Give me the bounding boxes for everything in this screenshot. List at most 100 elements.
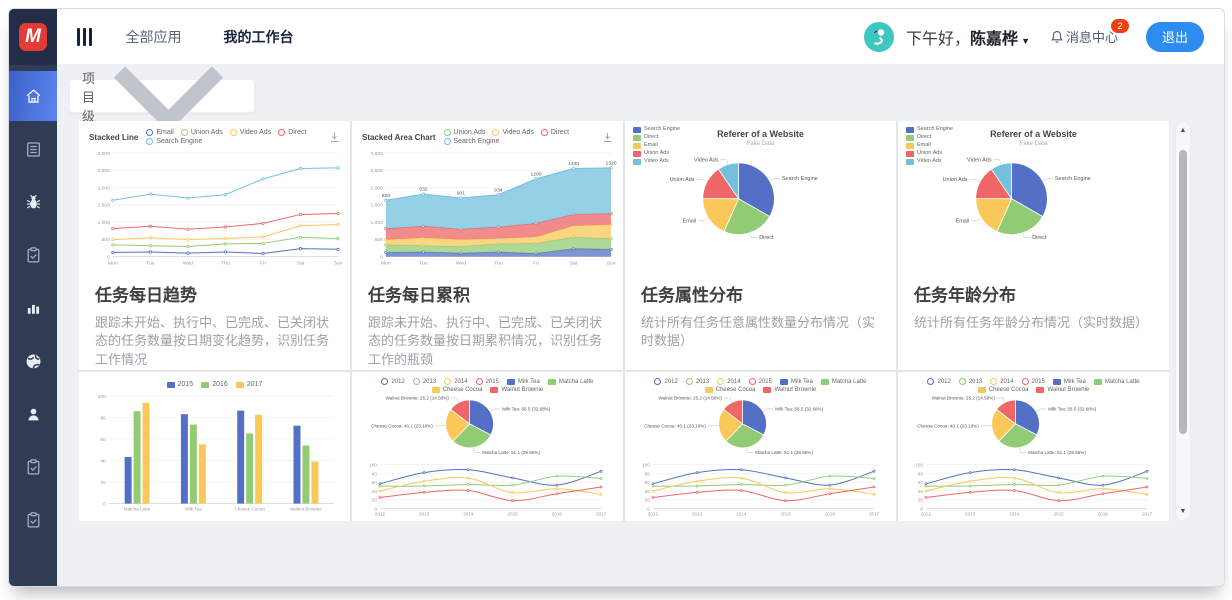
card-combo-1[interactable]: 2012 2013 2014 2015 Milk Tea Matcha Latte Chee… (352, 372, 623, 521)
legend-item[interactable]: 2015 (166, 381, 193, 388)
sidebar-item-home[interactable] (9, 71, 57, 121)
legend-item[interactable]: 2012 (381, 378, 405, 385)
message-center[interactable]: 消息中心 2 (1050, 19, 1129, 46)
legend-item[interactable]: Union Ads (633, 151, 669, 157)
legend-item[interactable]: Email (906, 143, 931, 149)
svg-text:Mon: Mon (381, 261, 391, 267)
cards-grid: Stacked Line Email Union Ads Video Ads Direc… (79, 121, 1169, 521)
svg-text:60: 60 (372, 480, 378, 485)
header-right: 下午好，陈嘉桦 ▼ 消息中心 2 退出 (864, 19, 1204, 52)
svg-text:Cheese Cocoa: 40.1 (23.19%): Cheese Cocoa: 40.1 (23.19%) (371, 424, 433, 429)
legend-marker (1021, 378, 1029, 385)
app-window: M (8, 8, 1225, 587)
menu-toggle-icon[interactable] (77, 27, 92, 46)
svg-text:1,500: 1,500 (97, 203, 110, 209)
logout-button[interactable]: 退出 (1146, 21, 1204, 52)
legend-item[interactable]: Video Ads (492, 129, 534, 136)
legend-item[interactable]: Search Engine (633, 127, 680, 133)
legend-item[interactable]: Union Ads (180, 129, 223, 136)
legend-item[interactable]: Search Engine (906, 127, 953, 133)
legend-item[interactable]: Cheese Cocoa (704, 387, 755, 393)
legend-item[interactable]: Search Engine (146, 138, 202, 145)
legend-item[interactable]: Walnut Brownie (1036, 387, 1089, 393)
svg-text:2012: 2012 (648, 512, 659, 517)
app-logo[interactable]: M (9, 9, 57, 65)
avatar[interactable] (864, 21, 895, 52)
legend-item[interactable]: 2015 (748, 378, 772, 385)
sidebar-item-checklist-2[interactable] (9, 495, 57, 545)
download-icon[interactable] (329, 132, 340, 143)
legend-item[interactable]: Walnut Brownie (490, 387, 543, 393)
legend-item[interactable]: Direct (540, 129, 569, 136)
svg-text:40: 40 (100, 458, 106, 464)
sidebar: M (9, 9, 57, 586)
legend-item[interactable]: 2014 (990, 378, 1014, 385)
legend-item[interactable]: 2016 (201, 381, 228, 388)
svg-text:Matcha Latte: 51.1 (29.55%): Matcha Latte: 51.1 (29.55%) (482, 450, 540, 455)
card-task-daily-trend[interactable]: Stacked Line Email Union Ads Video Ads Direc… (79, 121, 350, 370)
nav-all-apps[interactable]: 全部应用 (125, 28, 182, 45)
legend-item[interactable]: 2013 (412, 378, 436, 385)
card-task-attribute-distribution[interactable]: Search Engine Direct Email Union Ads Video A… (625, 121, 896, 370)
legend-item[interactable]: 2012 (654, 378, 678, 385)
card-task-daily-accumulation[interactable]: Stacked Area Chart Union Ads Video Ads Dire… (352, 121, 623, 370)
chart-legend: 2012 2013 2014 2015 Milk Tea Matcha Latte Chee… (898, 372, 1169, 393)
legend-item[interactable]: 2015 (475, 378, 499, 385)
legend-item[interactable]: 2014 (717, 378, 741, 385)
legend-item[interactable]: Matcha Latte (1093, 378, 1140, 385)
scroll-up-arrow[interactable]: ▲ (1179, 127, 1187, 134)
legend-item[interactable]: 2012 (927, 378, 951, 385)
legend-marker (1093, 378, 1102, 385)
scroll-down-arrow[interactable]: ▼ (1179, 508, 1187, 515)
sidebar-item-users[interactable] (9, 389, 57, 439)
legend-item[interactable]: Video Ads (229, 129, 271, 136)
legend-item[interactable]: Matcha Latte (547, 378, 594, 385)
sidebar-item-bugs[interactable] (9, 177, 57, 227)
legend-item[interactable]: Union Ads (906, 151, 942, 157)
legend-item[interactable]: Email (633, 143, 658, 149)
legend-item[interactable]: Cheese Cocoa (431, 387, 482, 393)
sidebar-nav (9, 65, 57, 545)
legend-item[interactable]: Union Ads (443, 129, 485, 136)
legend-item[interactable]: 2013 (958, 378, 982, 385)
sidebar-item-reports[interactable] (9, 283, 57, 333)
card-combo-3[interactable]: 2012 2013 2014 2015 Milk Tea Matcha Latte Chee… (898, 372, 1169, 521)
legend-item[interactable]: 2014 (444, 378, 468, 385)
card-task-age-distribution[interactable]: Search Engine Direct Email Union Ads Video A… (898, 121, 1169, 370)
scrollbar-thumb[interactable] (1179, 150, 1187, 434)
nav-my-workbench[interactable]: 我的工作台 (223, 28, 294, 45)
legend-item[interactable]: Email (146, 129, 174, 136)
legend-item[interactable]: Search Engine (443, 138, 499, 145)
scope-select[interactable]: 项目级 (69, 65, 255, 132)
sidebar-item-documents[interactable] (9, 124, 57, 174)
sidebar-item-global[interactable] (9, 336, 57, 386)
legend-item[interactable]: Video Ads (633, 159, 669, 165)
sidebar-item-tasks[interactable] (9, 230, 57, 280)
legend-item[interactable]: Milk Tea (779, 378, 813, 385)
legend-item[interactable]: Direct (278, 129, 306, 136)
card-description: 统计所有任务任意属性数量分布情况（实时数据） (641, 315, 876, 349)
legend-item[interactable]: Direct (633, 135, 658, 141)
card-title: 任务每日累积 (368, 286, 470, 305)
legend-item[interactable]: Milk Tea (1052, 378, 1086, 385)
legend-item[interactable]: Direct (906, 135, 931, 141)
legend-item[interactable]: Cheese Cocoa (977, 387, 1028, 393)
user-menu[interactable]: 下午好，陈嘉桦 ▼ (906, 25, 1030, 49)
svg-text:Search Engine: Search Engine (782, 176, 818, 182)
download-icon[interactable] (602, 132, 613, 143)
sidebar-item-checklist-1[interactable] (9, 442, 57, 492)
card-combo-2[interactable]: 2012 2013 2014 2015 Milk Tea Matcha Latte Chee… (625, 372, 896, 521)
legend-item[interactable]: Walnut Brownie (763, 387, 816, 393)
svg-text:60: 60 (918, 480, 924, 485)
legend-item[interactable]: Milk Tea (506, 378, 540, 385)
legend-item[interactable]: Matcha Latte (820, 378, 867, 385)
legend-item[interactable]: 2017 (235, 381, 262, 388)
legend-item[interactable]: 2015 (1021, 378, 1045, 385)
card-bar-chart[interactable]: 2015 2016 2017 0 20 40 60 80 100 Matcha Latte Milk… (79, 372, 350, 521)
bell-icon (1051, 30, 1063, 43)
legend-item[interactable]: Video Ads (906, 159, 942, 165)
chart-title: Stacked Area Chart (362, 132, 436, 142)
scrollbar[interactable]: ▲ ▼ (1175, 121, 1191, 521)
legend-item[interactable]: 2013 (685, 378, 709, 385)
svg-text:901: 901 (457, 191, 466, 197)
